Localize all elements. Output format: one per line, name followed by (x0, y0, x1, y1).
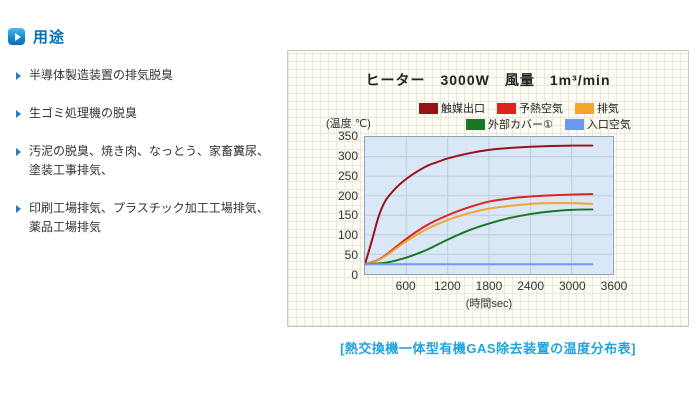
series-line-触媒出口 (365, 144, 594, 266)
list-item: 汚泥の脱臭、焼き肉、なっとう、家畜糞尿、 塗装工事排気、 (16, 142, 284, 180)
legend-swatch-icon (575, 102, 594, 114)
y-tick-label: 250 (337, 168, 358, 183)
list-item: 半導体製造装置の排気脱臭 (16, 66, 284, 85)
y-tick-label: 0 (351, 268, 358, 282)
legend-row: 外部カバー① 入口空気 (466, 116, 631, 132)
list-item-text: 汚泥の脱臭、焼き肉、なっとう、家畜糞尿、 塗装工事排気、 (29, 144, 270, 177)
figure-caption: [熱交換機一体型有機GAS除去装置の温度分布表] (340, 341, 636, 356)
x-tick-label: 1800 (475, 279, 503, 293)
x-tick-label: 3000 (558, 279, 586, 293)
list-item-text: 印刷工場排気、プラスチック加工工場排気、 薬品工場排気 (29, 201, 269, 234)
chart-title: ヒーター 3000W 風量 1m³/min (365, 72, 611, 88)
x-tick-label: 1200 (433, 279, 461, 293)
x-tick-label: 3600 (600, 279, 628, 293)
y-tick-label: 200 (337, 188, 358, 203)
applications-list: 半導体製造装置の排気脱臭 生ゴミ処理機の脱臭汚泥の脱臭、焼き肉、なっとう、家畜糞尿… (16, 66, 284, 256)
bullet-triangle-icon (16, 148, 21, 156)
bullet-triangle-icon (16, 72, 21, 80)
legend-item: 予熱空気 (497, 100, 563, 116)
list-item: 印刷工場排気、プラスチック加工工場排気、 薬品工場排気 (16, 199, 284, 237)
legend-label: 排気 (597, 103, 619, 115)
bullet-triangle-icon (16, 205, 21, 213)
section-title: 用途 (33, 29, 66, 46)
x-tick-label: 2400 (517, 279, 545, 293)
y-tick-label: 350 (337, 129, 358, 143)
list-item-text: 生ゴミ処理機の脱臭 (29, 106, 138, 120)
list-item: 生ゴミ処理機の脱臭 (16, 104, 284, 123)
plot-area (364, 136, 614, 275)
y-tick-label: 150 (337, 208, 358, 223)
series-line-予熱空気 (365, 193, 594, 266)
legend-label: 触媒出口 (441, 103, 485, 115)
x-axis-unit-label: (時間sec) (465, 298, 513, 310)
section-arrow-icon (8, 28, 25, 45)
y-tick-label: 50 (344, 248, 358, 263)
legend-swatch-icon (497, 102, 516, 114)
bullet-triangle-icon (16, 110, 21, 118)
chart-panel: ヒーター 3000W 風量 1m³/min 触媒出口 予熱空気 排気外部カバー① 入口… (287, 50, 689, 327)
legend-label: 入口空気 (586, 119, 631, 131)
legend-item: 外部カバー① (466, 116, 553, 132)
section-header: 用途 (8, 26, 65, 47)
legend-item: 入口空気 (564, 116, 631, 132)
list-item-text: 半導体製造装置の排気脱臭 (29, 68, 174, 82)
legend-item: 触媒出口 (419, 100, 485, 116)
y-tick-label: 100 (337, 228, 358, 243)
series-line-排気 (365, 202, 594, 266)
legend-row: 触媒出口 予熱空気 排気 (419, 100, 619, 116)
y-axis-unit-label: (温度 ℃) (326, 118, 371, 130)
chart-svg (365, 137, 613, 274)
legend-swatch-icon (419, 102, 438, 114)
legend-item: 排気 (575, 100, 619, 116)
x-tick-label: 600 (395, 279, 416, 293)
legend-swatch-icon (466, 118, 485, 130)
y-tick-label: 300 (337, 148, 358, 163)
series-line-外部カバー① (365, 208, 594, 266)
legend-label: 予熱空気 (519, 103, 563, 115)
legend-label: 外部カバー① (488, 119, 553, 131)
legend-swatch-icon (564, 118, 584, 130)
